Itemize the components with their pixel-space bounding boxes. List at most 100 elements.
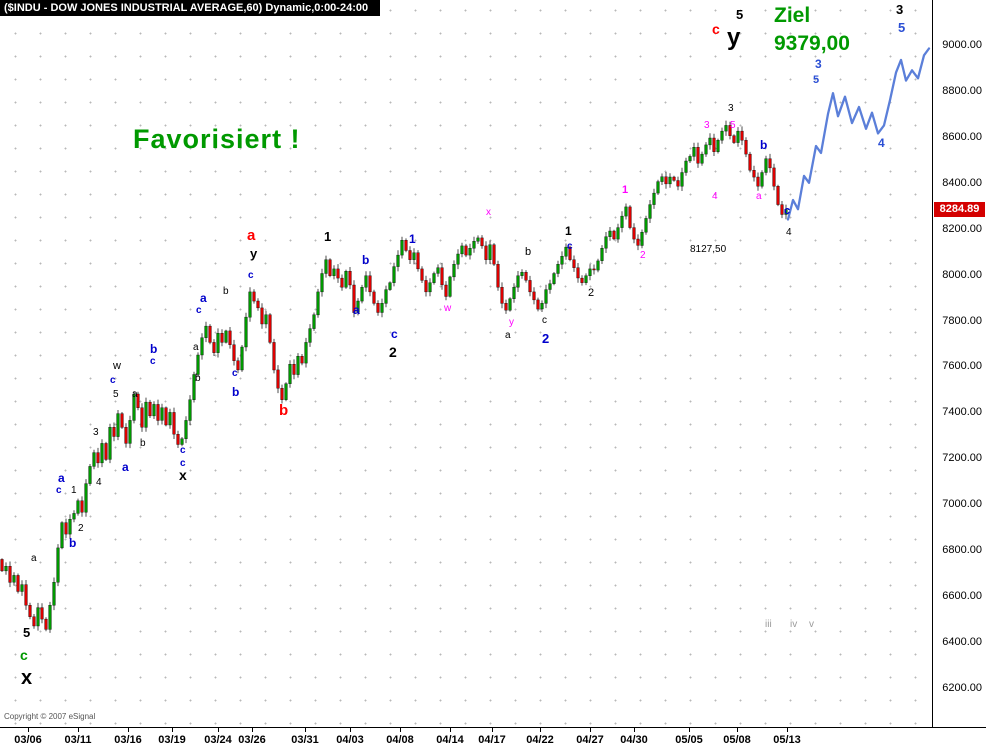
candle: [564, 243, 568, 260]
candle: [716, 138, 720, 154]
time-tick-mark: [28, 728, 29, 732]
candle: [572, 255, 576, 272]
candle: [552, 272, 556, 286]
time-tick-mark: [78, 728, 79, 732]
candle: [380, 298, 384, 318]
candle: [72, 510, 76, 523]
candle: [504, 299, 508, 314]
candle: [424, 275, 428, 297]
candle: [144, 397, 148, 432]
time-tick-label: 05/13: [773, 734, 801, 746]
candle: [80, 496, 84, 517]
time-tick-label: 05/08: [723, 734, 751, 746]
candle: [372, 289, 376, 306]
candle: [484, 241, 488, 265]
price-axis[interactable]: 8284.89 9000.00 8800.00 8600.00 8400.00 8200…: [932, 0, 986, 727]
time-tick-label: 03/11: [64, 734, 92, 746]
candle: [420, 266, 424, 283]
time-tick-mark: [634, 728, 635, 732]
candle: [304, 337, 308, 368]
candle: [220, 329, 224, 347]
candle: [596, 258, 600, 273]
candle: [448, 275, 452, 298]
candle: [464, 243, 468, 258]
candle: [664, 172, 668, 189]
time-tick-label: 03/16: [114, 734, 142, 746]
candle: [668, 173, 672, 188]
candle: [32, 614, 36, 629]
candle: [620, 211, 624, 233]
candle: [356, 298, 360, 316]
candle: [764, 155, 768, 176]
candle: [300, 354, 304, 366]
candle: [776, 184, 780, 207]
candle: [692, 142, 696, 161]
price-tick-label: 6600.00: [942, 590, 982, 602]
candle: [256, 298, 260, 311]
candle: [536, 297, 540, 312]
time-tick-label: 04/17: [478, 734, 506, 746]
candle: [632, 223, 636, 244]
candle: [376, 300, 380, 316]
candle: [244, 312, 248, 352]
candle: [500, 282, 504, 309]
candle: [480, 235, 484, 249]
candle: [164, 406, 168, 427]
candle: [336, 264, 340, 283]
candle: [124, 423, 128, 448]
time-tick-label: 04/08: [386, 734, 414, 746]
candle: [696, 142, 700, 168]
candle: [524, 270, 528, 283]
candle: [280, 384, 284, 404]
candle: [176, 430, 180, 448]
candle: [112, 422, 116, 442]
candle: [140, 403, 144, 432]
candle: [68, 514, 72, 539]
candle: [48, 601, 52, 633]
candle: [780, 201, 784, 219]
candle: [548, 279, 552, 294]
time-axis[interactable]: 03/06 03/11 03/16 03/19 03/24 03/26 03/31 04/03…: [0, 727, 986, 750]
candle: [172, 407, 176, 439]
price-tick-label: 8800.00: [942, 85, 982, 97]
candle: [532, 287, 536, 305]
price-tick-label: 8600.00: [942, 131, 982, 143]
price-chart-canvas[interactable]: [0, 0, 932, 727]
candle: [128, 415, 132, 449]
candle: [492, 243, 496, 266]
candle: [604, 232, 608, 253]
time-tick-label: 04/03: [336, 734, 364, 746]
candle: [488, 240, 492, 264]
time-tick-mark: [172, 728, 173, 732]
price-tick-label: 8000.00: [942, 269, 982, 281]
candle: [276, 365, 280, 394]
candle: [392, 262, 396, 287]
candle: [12, 572, 16, 586]
candle: [720, 127, 724, 144]
time-tick-mark: [540, 728, 541, 732]
price-tick-label: 7200.00: [942, 452, 982, 464]
time-tick-mark: [252, 728, 253, 732]
candle: [680, 167, 684, 191]
chart-title: ($INDU - DOW JONES INDUSTRIAL AVERAGE,60…: [4, 2, 369, 14]
time-tick-mark: [590, 728, 591, 732]
candle: [136, 391, 140, 411]
candle: [348, 267, 352, 290]
candle: [284, 382, 288, 402]
candle: [224, 329, 228, 344]
candle: [24, 580, 28, 610]
time-tick-mark: [400, 728, 401, 732]
candle: [648, 200, 652, 223]
candle: [56, 544, 60, 587]
candle: [676, 176, 680, 191]
time-tick-label: 04/27: [576, 734, 604, 746]
candle: [16, 573, 20, 594]
candle: [740, 126, 744, 146]
candle: [384, 285, 388, 308]
price-tick-label: 7400.00: [942, 406, 982, 418]
candle: [496, 260, 500, 291]
candle: [556, 260, 560, 278]
candle: [116, 410, 120, 441]
candle: [168, 408, 172, 429]
candle: [352, 280, 356, 318]
